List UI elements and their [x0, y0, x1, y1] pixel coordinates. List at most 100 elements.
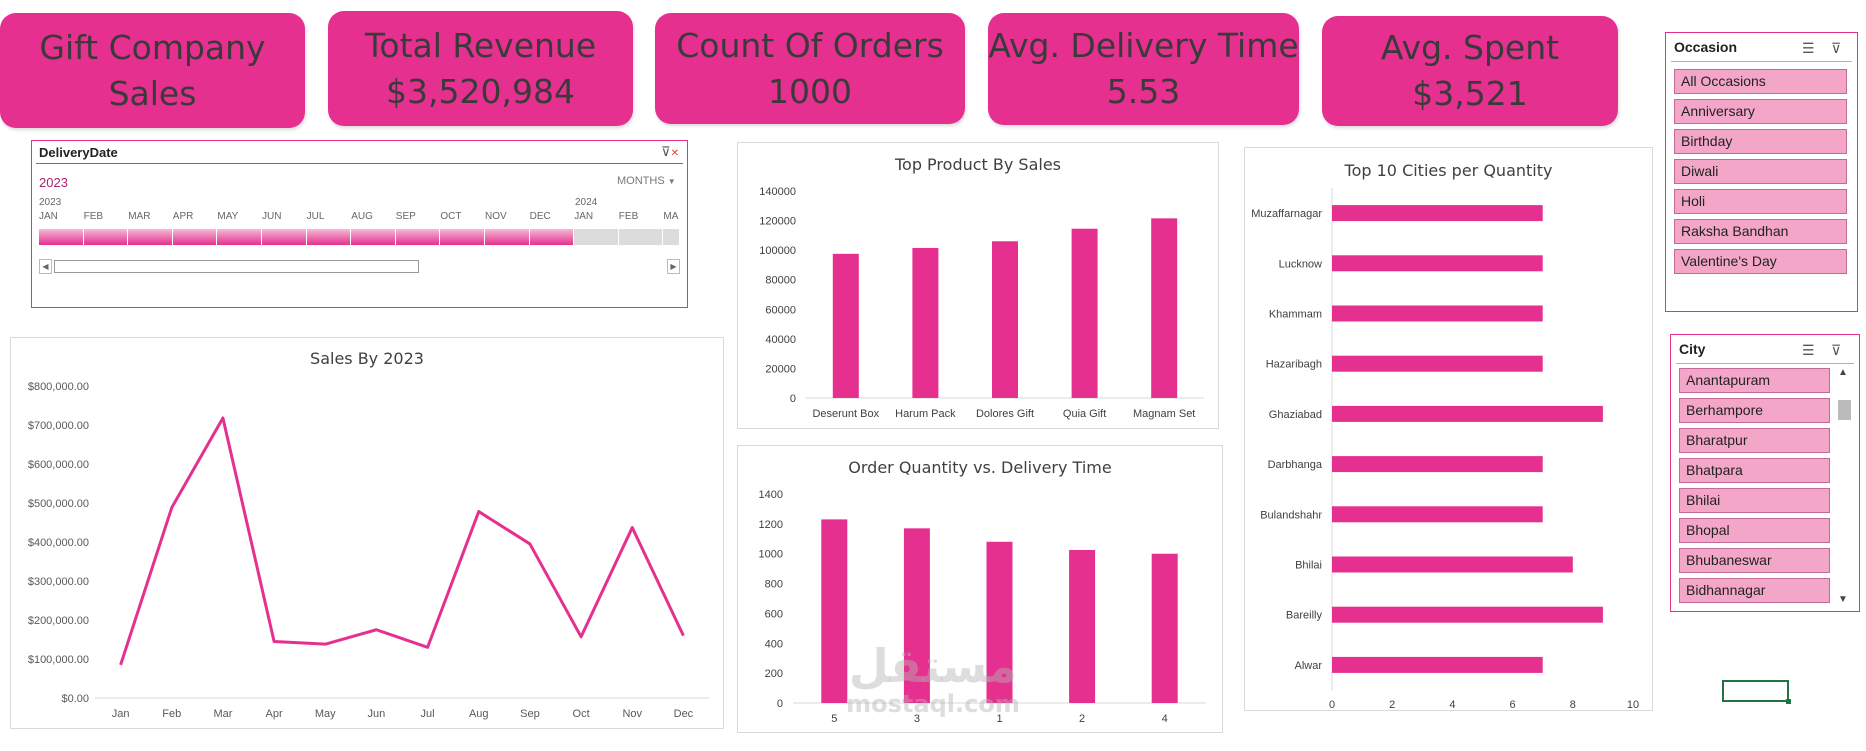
sales-2023-chart-panel[interactable]: Sales By 2023 $0.00 $100,000.00 $200,000.0…	[10, 337, 724, 729]
bar	[1332, 205, 1543, 222]
timeline-header: DeliveryDate	[39, 145, 118, 160]
timeline-month-bar[interactable]	[172, 229, 217, 245]
city-slicer-scrollbar[interactable]: ▲ ▼	[1836, 367, 1852, 605]
y-tick-label: Khammam	[1269, 309, 1322, 321]
bar	[992, 241, 1018, 398]
top-product-chart-panel[interactable]: Top Product By Sales 0 20000 40000 60000 800…	[737, 142, 1219, 429]
y-tick-label: Ghaziabad	[1269, 409, 1322, 421]
timeline-month-bar[interactable]	[39, 229, 83, 245]
scroll-thumb[interactable]	[1838, 400, 1851, 420]
x-tick-label: Apr	[266, 708, 283, 720]
watermark-logo: مستقل mostaql.com	[833, 641, 1033, 717]
orders-value: 1000	[768, 71, 852, 111]
slicer-item[interactable]: Bhatpara	[1679, 458, 1830, 483]
timeline-month-bar[interactable]	[485, 229, 529, 245]
timeline-month-bar[interactable]	[663, 229, 680, 245]
y-tick-label: $600,000.00	[28, 459, 89, 471]
y-tick-label: $800,000.00	[28, 381, 89, 393]
timeline-month-label: MAR	[128, 211, 151, 222]
timeline-level-dropdown[interactable]: MONTHS ▼	[617, 175, 676, 187]
y-tick-label: 80000	[765, 275, 796, 287]
timeline-month-bar[interactable]	[351, 229, 395, 245]
bar	[912, 247, 939, 398]
spent-value: $3,521	[1412, 74, 1528, 113]
x-tick-label: 8	[1570, 699, 1576, 710]
timeline-month-bar[interactable]	[395, 229, 440, 245]
multi-select-icon[interactable]: ☰	[1802, 342, 1815, 358]
dashboard-title-line1: Gift Company	[39, 27, 266, 67]
clear-filter-icon[interactable]: ⊽	[1831, 342, 1842, 358]
slicer-item[interactable]: Valentine's Day	[1674, 249, 1847, 274]
y-tick-label: 1400	[759, 489, 783, 501]
clear-filter-icon[interactable]: ⊽	[1831, 40, 1842, 56]
slicer-item[interactable]: Bharatpur	[1679, 428, 1830, 453]
slicer-item[interactable]: Anniversary	[1674, 99, 1847, 124]
top-cities-chart-panel[interactable]: Top 10 Cities per Quantity 0 2 4 6 8 10 Muzaff…	[1244, 147, 1653, 711]
x-tick-label: 3	[914, 713, 920, 725]
scroll-up-icon[interactable]: ▲	[1838, 367, 1848, 378]
slicer-item[interactable]: Bhopal	[1679, 518, 1830, 543]
kpi-avg-spent: Avg. Spent $3,521	[1322, 16, 1618, 126]
sales-line-series	[119, 416, 685, 666]
multi-select-icon[interactable]: ☰	[1802, 40, 1815, 56]
slicer-item[interactable]: Holi	[1674, 189, 1847, 214]
x-tick-label: Sep	[520, 708, 540, 720]
y-tick-label: Lucknow	[1279, 258, 1322, 270]
bar	[1151, 553, 1178, 703]
timeline-month-bar[interactable]	[440, 229, 484, 245]
slicer-item[interactable]: Bidhannagar	[1679, 578, 1830, 603]
city-slicer[interactable]: City ☰ ⊽ Anantapuram Berhampore Bharatpur B…	[1670, 334, 1860, 612]
clear-filter-icon[interactable]: ⊽✕	[661, 144, 679, 159]
timeline-month-bar[interactable]	[529, 229, 574, 245]
timeline-month-bar[interactable]	[306, 229, 351, 245]
x-tick-label: 2	[1389, 699, 1395, 710]
timeline-scrollbar[interactable]: ◀ ▶	[39, 259, 680, 274]
timeline-month-label: JAN	[574, 211, 594, 222]
timeline-month-label: OCT	[440, 211, 462, 222]
slicer-item[interactable]: All Occasions	[1674, 69, 1847, 94]
bar	[821, 519, 848, 703]
bar	[832, 253, 859, 398]
x-tick-label: Jun	[368, 708, 386, 720]
slicer-item[interactable]: Diwali	[1674, 159, 1847, 184]
y-tick-label: $500,000.00	[28, 498, 89, 510]
x-tick-label: Dolores Gift	[976, 408, 1034, 420]
delivery-date-timeline[interactable]: DeliveryDate ⊽✕ 2023 MONTHS ▼ 2023 2024 …	[31, 140, 688, 308]
y-tick-label: 0	[777, 698, 783, 710]
slicer-item[interactable]: Birthday	[1674, 129, 1847, 154]
slicer-item[interactable]: Raksha Bandhan	[1674, 219, 1847, 244]
timeline-level-label: MONTHS	[617, 175, 665, 187]
spent-label: Avg. Spent	[1380, 28, 1560, 67]
x-tick-label: Feb	[162, 708, 181, 720]
timeline-month-bar[interactable]	[618, 229, 663, 245]
timeline-year-2024: 2024	[575, 197, 598, 208]
city-slicer-header: City	[1679, 341, 1706, 357]
kpi-avg-delivery: Avg. Delivery Time 5.53	[988, 13, 1299, 125]
x-tick-label: May	[315, 708, 336, 720]
qty-delivery-chart-panel[interactable]: Order Quantity vs. Delivery Time 0 200 400…	[737, 445, 1223, 733]
timeline-month-bar[interactable]	[83, 229, 128, 245]
slicer-item[interactable]: Berhampore	[1679, 398, 1830, 423]
scroll-down-icon[interactable]: ▼	[1838, 594, 1848, 605]
scroll-thumb[interactable]	[54, 260, 419, 273]
x-tick-label: Aug	[469, 708, 489, 720]
bar	[1151, 218, 1178, 398]
y-tick-label: $200,000.00	[28, 615, 89, 627]
timeline-month-bar[interactable]	[262, 229, 306, 245]
timeline-month-bar[interactable]	[217, 229, 261, 245]
occasion-slicer[interactable]: Occasion ☰ ⊽ All Occasions Anniversary Bir…	[1665, 32, 1858, 312]
timeline-month-bar[interactable]	[128, 229, 172, 245]
kpi-count-orders: Count Of Orders 1000	[655, 13, 965, 124]
slicer-item[interactable]: Bhubaneswar	[1679, 548, 1830, 573]
scroll-right-icon[interactable]: ▶	[667, 259, 680, 274]
scroll-left-icon[interactable]: ◀	[39, 259, 52, 274]
x-tick-label: 0	[1329, 699, 1335, 710]
x-tick-label: Harum Pack	[895, 408, 956, 420]
selected-cell[interactable]	[1722, 680, 1791, 704]
slicer-item[interactable]: Bhilai	[1679, 488, 1830, 513]
bar	[1332, 506, 1543, 523]
sales-2023-chart: $0.00 $100,000.00 $200,000.00 $300,000.00 $4…	[28, 381, 709, 720]
timeline-month-label: SEP	[395, 211, 416, 222]
slicer-item[interactable]: Anantapuram	[1679, 368, 1830, 393]
timeline-month-bar[interactable]	[574, 229, 618, 245]
